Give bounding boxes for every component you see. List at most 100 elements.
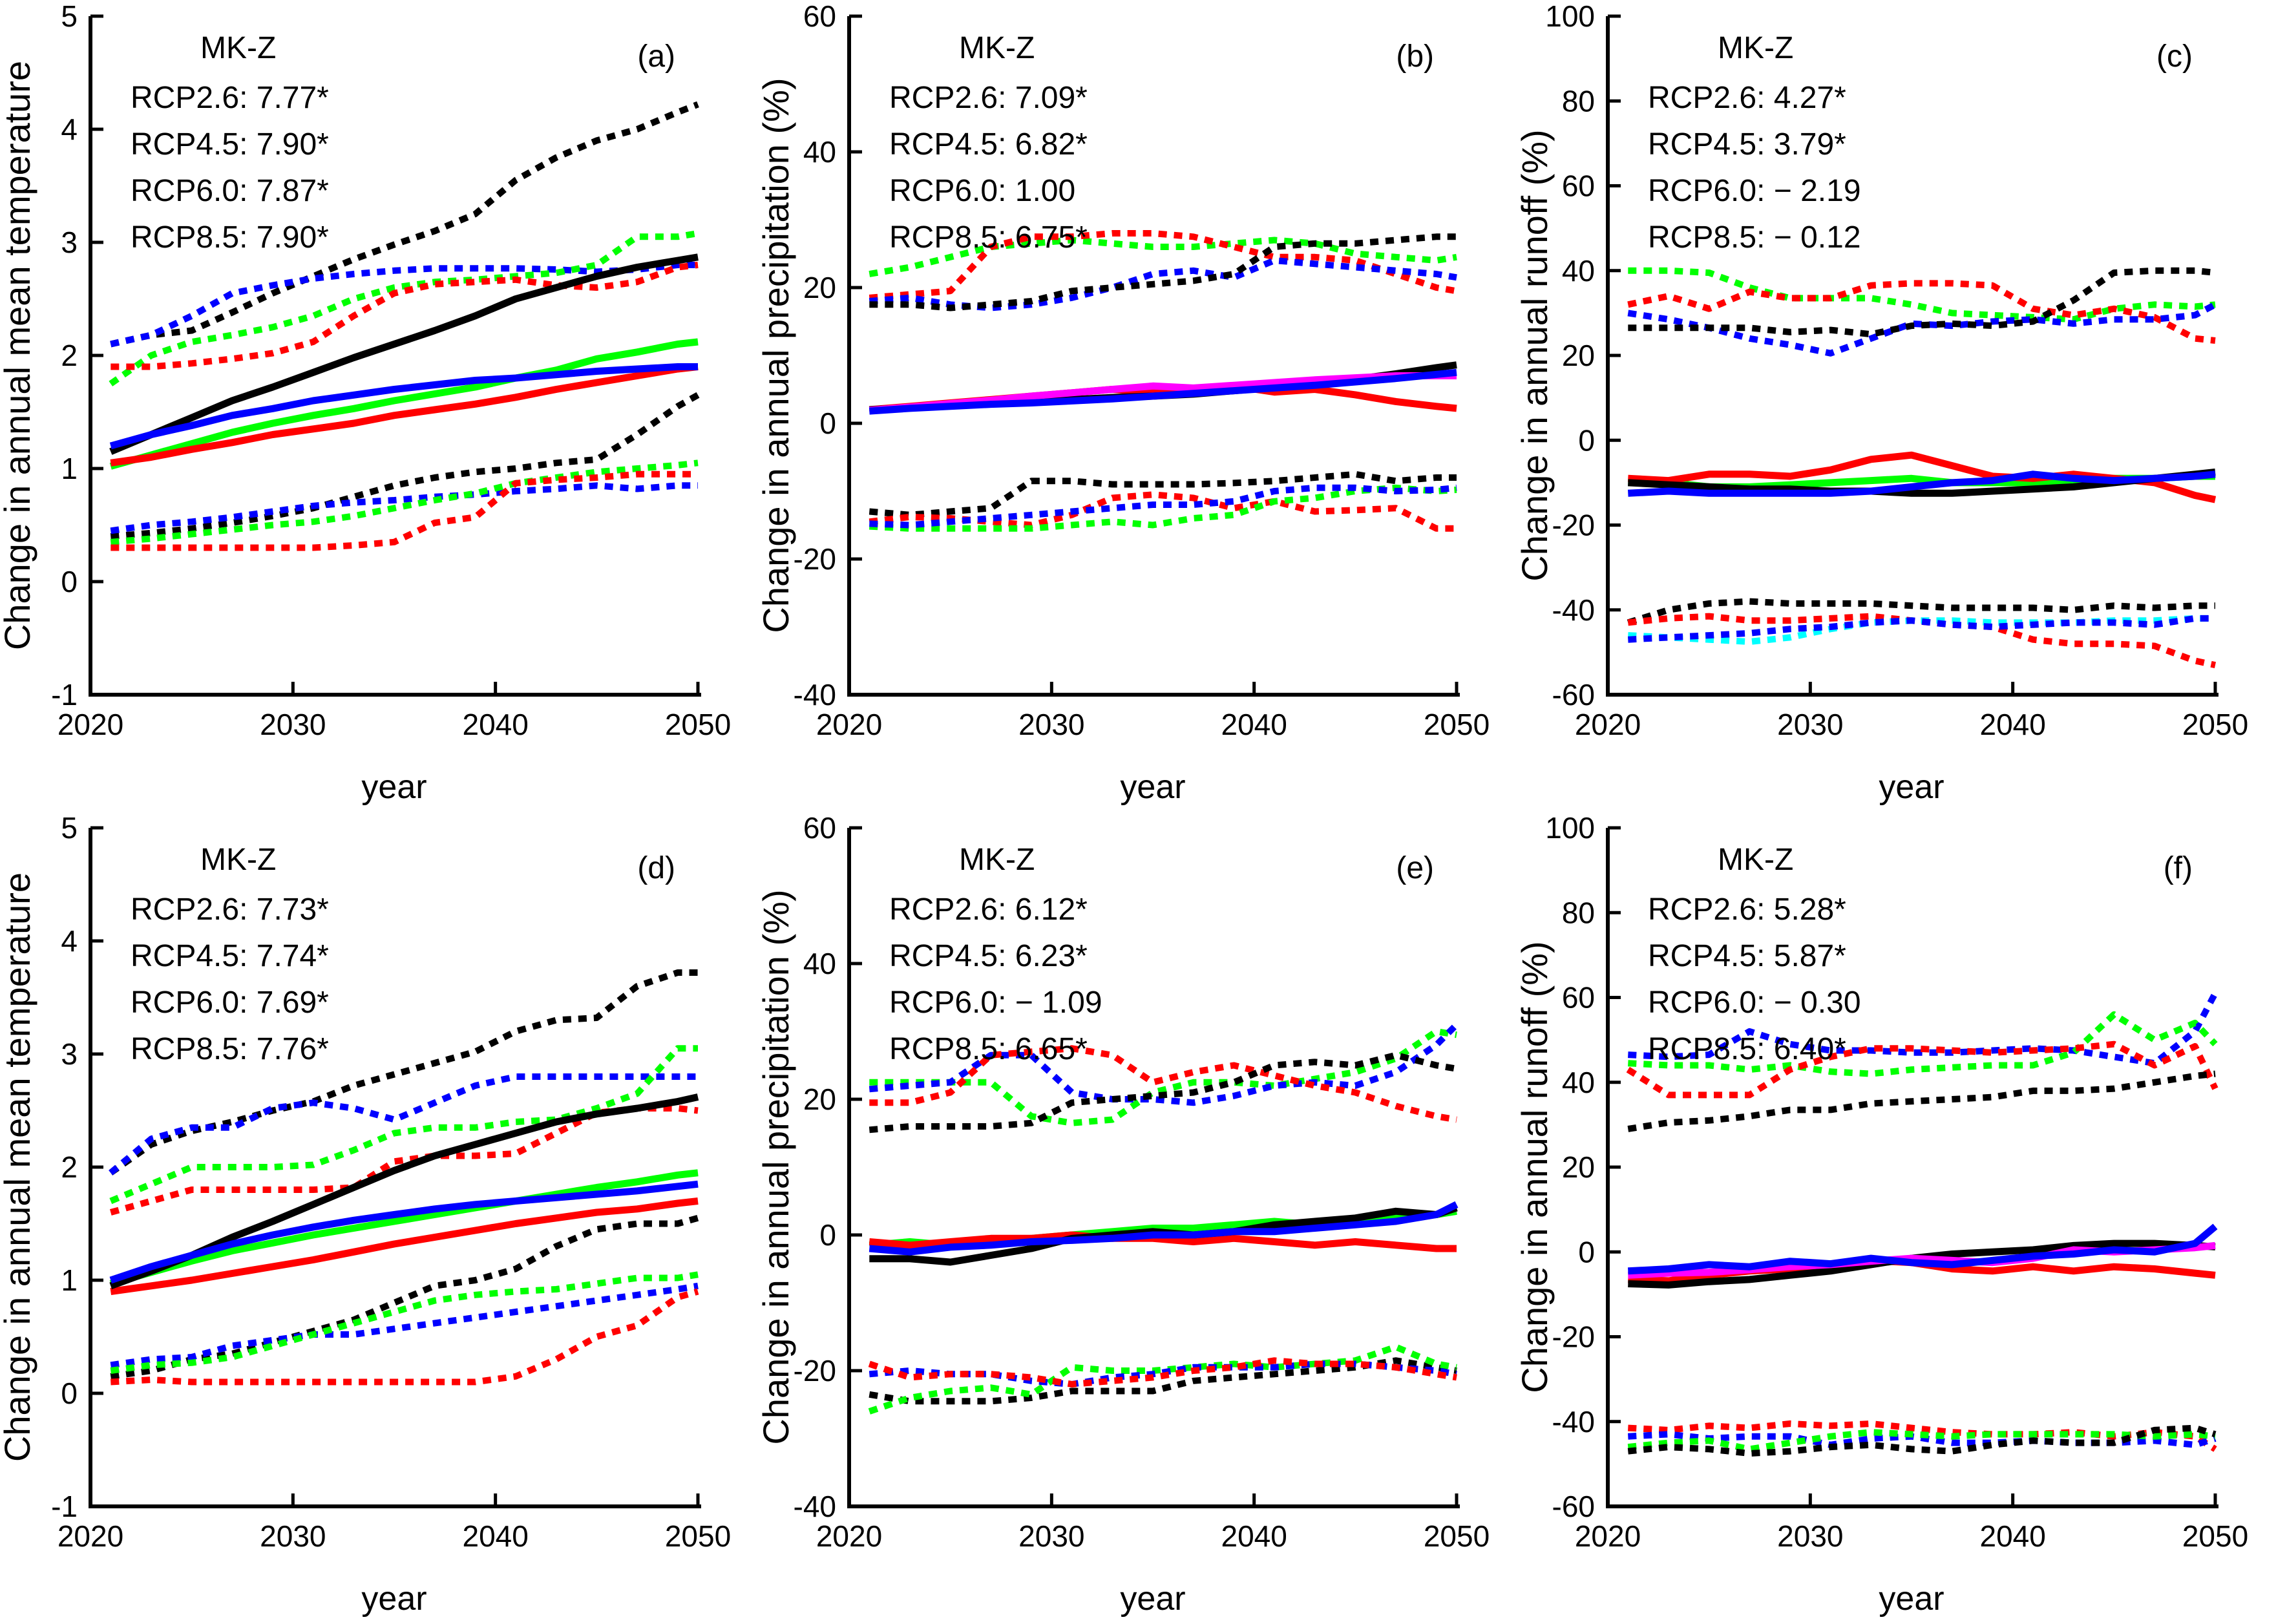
series-blue-dotted-upper [1628,991,2218,1067]
stat-line: RCP8.5: 7.90* [131,220,329,255]
panel-letter: (e) [1396,851,1434,885]
stat-line: RCP6.0: 7.69* [131,986,329,1020]
series-black-dotted-lower [110,392,700,540]
series-blue-solid [1628,470,2216,497]
panel-title: MK-Z [1718,843,1793,877]
x-axis-label: year [1120,1580,1185,1618]
y-tick-label: 0 [1578,1235,1595,1269]
series-green-solid [109,1169,699,1287]
stat-line: RCP2.6: 4.27* [1648,81,1846,115]
x-tick-label: 2040 [1979,1519,2045,1553]
x-tick-label: 2030 [260,708,326,741]
y-tick-label: -1 [51,678,78,712]
series-blue-dotted-lower [1628,615,2215,643]
x-axis-label: year [361,1580,427,1618]
panel-title: MK-Z [959,31,1035,65]
stat-line: RCP6.0: − 1.09 [889,986,1102,1020]
panel-e: -40 -20 0 20 40 60 2020 2030 2040 2050 Change in a… [759,812,1517,1623]
stat-line: RCP6.0: − 2.19 [1648,174,1861,208]
stat-line: RCP8.5: 6.40* [1648,1032,1846,1066]
panel-letter: (f) [2164,851,2193,885]
series-black-dotted-upper [869,233,1457,311]
series-green-dotted-upper [109,230,699,386]
series-red-solid [110,1197,699,1295]
series-blue-solid [109,363,698,450]
stat-line: RCP6.0: 7.87* [131,174,329,208]
panel-c: -60 -40 -20 0 20 40 60 80 100 2020 2030 2040 2050 Cha… [1517,0,2276,812]
x-tick-label: 2020 [1575,708,1641,741]
stat-line: RCP8.5: 6.65* [889,1032,1088,1066]
series-black-solid [109,253,699,455]
x-tick-label: 2020 [58,1519,123,1553]
stat-line: RCP8.5: − 0.12 [1648,220,1861,255]
y-tick-label: -60 [1552,1490,1595,1523]
x-tick-label: 2050 [665,1519,731,1553]
x-axis-label: year [1879,1580,1944,1618]
x-tick-label: 2050 [2182,708,2248,741]
y-tick-label: 60 [1562,169,1595,203]
y-axis-label: Change in annual precipitation (%) [759,78,796,633]
series-black-dotted-lower [869,470,1457,518]
panel-letter: (d) [637,851,675,885]
series-red-dotted-upper [869,1045,1457,1123]
y-axis-label: Change in annual runoff (%) [1517,129,1555,581]
y-tick-label: 40 [1562,254,1595,288]
x-tick-label: 2040 [1979,708,2045,741]
y-axis-label: Change in annual mean temperature [0,61,37,650]
y-tick-label: 4 [61,112,78,146]
x-tick-label: 2020 [58,708,123,741]
stat-line: RCP2.6: 6.12* [889,892,1088,927]
stat-line: RCP4.5: 6.82* [889,127,1088,162]
series-blue-dotted-upper [1627,301,2217,357]
stat-line: RCP4.5: 5.87* [1648,939,1846,973]
y-tick-label: 100 [1545,0,1595,33]
y-tick-label: 20 [1562,339,1595,372]
stat-line: RCP2.6: 7.09* [889,81,1088,115]
series-black-dotted-upper [869,1051,1457,1134]
panel-title: MK-Z [200,31,276,65]
y-tick-label: 1 [61,1263,78,1297]
x-tick-label: 2050 [1424,708,1490,741]
y-axis-label: Change in annual precipitation (%) [759,889,796,1444]
stat-line: RCP4.5: 6.23* [889,939,1088,973]
x-axis-label: year [361,768,427,806]
panel-title: MK-Z [959,843,1035,877]
series-green-solid [109,338,699,470]
series-black-dotted-upper [1628,267,2216,338]
panel-title: MK-Z [200,843,276,877]
y-tick-label: 20 [803,271,836,304]
stat-line: RCP6.0: 1.00 [889,174,1075,208]
x-tick-label: 2020 [1575,1519,1641,1553]
y-axis-label: Change in annual runoff (%) [1517,941,1555,1393]
stat-line: RCP8.5: 6.75* [889,220,1088,255]
series-green-dotted-upper [869,1028,1457,1126]
x-tick-label: 2050 [1424,1519,1490,1553]
y-tick-label: 1 [61,452,78,485]
x-tick-label: 2030 [1777,1519,1843,1553]
y-tick-label: -20 [1552,509,1595,542]
series-black-dotted-lower [110,1214,699,1380]
y-tick-label: -40 [1552,1405,1595,1439]
series-red-dotted-upper [1627,280,2216,344]
panel-b: -40 -20 0 20 40 60 2020 2030 2040 2050 Change in a… [759,0,1517,812]
x-tick-label: 2030 [1018,708,1084,741]
y-tick-label: 3 [61,1037,78,1071]
y-tick-label: 20 [1562,1150,1595,1184]
panel-letter: (b) [1396,39,1434,74]
y-tick-label: 0 [819,406,836,440]
series-red-dotted-lower [111,1288,699,1386]
x-tick-label: 2030 [260,1519,326,1553]
y-tick-label: 5 [61,812,78,845]
y-tick-label: -40 [1552,593,1595,627]
x-tick-label: 2020 [816,708,882,741]
y-tick-label: -20 [794,542,836,576]
panel-letter: (a) [637,39,675,74]
x-tick-label: 2040 [1221,1519,1287,1553]
y-tick-label: 100 [1545,812,1595,845]
y-tick-label: 2 [61,339,78,372]
stat-line: RCP4.5: 7.74* [131,939,329,973]
